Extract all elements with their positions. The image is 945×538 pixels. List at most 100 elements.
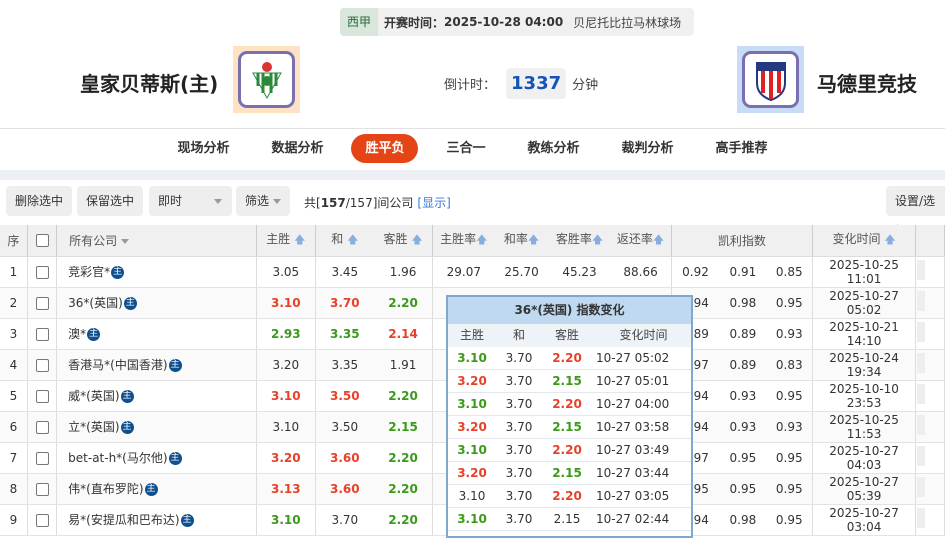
- away-team-logo[interactable]: [737, 46, 804, 113]
- nav-tab[interactable]: 数据分析: [271, 141, 324, 156]
- company-name[interactable]: bet-at-h*(马尔他): [68, 451, 168, 465]
- row-checkbox-cell[interactable]: [27, 256, 58, 288]
- row-checkbox[interactable]: [35, 265, 49, 279]
- row-checkbox-cell[interactable]: [27, 411, 58, 443]
- company-name[interactable]: 36*(英国): [68, 296, 123, 310]
- col-home[interactable]: 主胜 🡅: [256, 225, 316, 257]
- mode-select[interactable]: 即时: [149, 186, 232, 216]
- betis-crest-icon: [251, 61, 282, 99]
- row-checkbox-cell[interactable]: [27, 380, 58, 412]
- row-action-cell[interactable]: [915, 349, 945, 381]
- row-checkbox[interactable]: [35, 513, 49, 527]
- row-action-cell[interactable]: [915, 442, 945, 474]
- company-name[interactable]: 威*(英国): [68, 389, 120, 403]
- row-action-button[interactable]: [917, 322, 926, 342]
- col-draw[interactable]: 和 🡅: [315, 225, 374, 257]
- row-action-button[interactable]: [917, 291, 926, 311]
- league-tag[interactable]: 西甲: [340, 8, 379, 36]
- row-checkbox-cell[interactable]: [27, 318, 58, 350]
- company-name[interactable]: 香港马*(中国香港): [68, 358, 168, 372]
- section-band: [0, 170, 945, 180]
- company-cell[interactable]: 威*(英国) 主: [56, 380, 257, 412]
- row-checkbox[interactable]: [35, 482, 49, 496]
- kelly-cell: 0.95: [719, 442, 767, 474]
- company-cell[interactable]: 伟*(直布罗陀) 主: [56, 473, 257, 505]
- match-info-bar: 西甲 开赛时间： 2025-10-28 04:00 贝尼托比拉马林球场: [340, 8, 694, 36]
- company-cell[interactable]: 澳* 主: [56, 318, 257, 350]
- company-name[interactable]: 立*(英国): [68, 420, 120, 434]
- row-checkbox[interactable]: [35, 296, 49, 310]
- col-draw-rate[interactable]: 和率🡅: [494, 225, 549, 257]
- mode-value: 即时: [158, 194, 183, 208]
- company-name[interactable]: 竞彩官*: [68, 265, 111, 279]
- nav-tab[interactable]: 三合一: [446, 141, 486, 156]
- company-cell[interactable]: 易*(安提瓜和巴布达) 主: [56, 504, 257, 536]
- change-time: 2025-10-21 14:10: [812, 318, 917, 350]
- home-team-name[interactable]: 皇家贝蒂斯(主): [80, 72, 219, 96]
- keep-selected-button[interactable]: 保留选中: [77, 186, 144, 216]
- company-name[interactable]: 易*(安提瓜和巴布达): [68, 513, 180, 527]
- nav-tab[interactable]: 胜平负: [351, 134, 419, 163]
- nav-tab[interactable]: 现场分析: [177, 141, 230, 156]
- col-return-rate[interactable]: 返还率🡅: [610, 225, 672, 257]
- away-team-name[interactable]: 马德里竞技: [817, 72, 917, 96]
- table-header: 序 所有公司 主胜 🡅 和 🡅 客胜 🡅 主胜率🡅 和率🡅 客胜率🡅 返还率🡅 …: [0, 225, 945, 257]
- row-checkbox[interactable]: [35, 358, 49, 372]
- col-away[interactable]: 客胜 🡅: [373, 225, 434, 257]
- select-all-checkbox[interactable]: [35, 234, 49, 248]
- row-checkbox-cell[interactable]: [27, 287, 58, 319]
- row-action-cell[interactable]: [915, 287, 945, 319]
- row-action-button[interactable]: [917, 477, 926, 497]
- filter-button[interactable]: 筛选: [236, 186, 291, 216]
- company-cell[interactable]: 36*(英国) 主: [56, 287, 257, 319]
- row-checkbox-cell[interactable]: [27, 349, 58, 381]
- col-time[interactable]: 变化时间 🡅: [812, 225, 917, 257]
- show-link[interactable]: [显示]: [417, 196, 451, 210]
- row-action-button[interactable]: [917, 446, 926, 466]
- col-away-rate[interactable]: 客胜率🡅: [548, 225, 611, 257]
- row-action-button[interactable]: [917, 384, 926, 404]
- row-action-button[interactable]: [917, 353, 926, 373]
- table-row[interactable]: 8 伟*(直布罗陀) 主 3.13 3.60 2.20 0.95 0.95 0.95 2025-1…: [0, 473, 945, 505]
- row-checkbox[interactable]: [35, 327, 49, 341]
- row-action-cell[interactable]: [915, 473, 945, 505]
- row-checkbox-cell[interactable]: [27, 504, 58, 536]
- kelly-cell: 0.93: [766, 411, 814, 443]
- row-action-button[interactable]: [917, 260, 926, 280]
- col-company[interactable]: 所有公司: [56, 225, 257, 257]
- sort-arrow-icon: 🡅: [652, 233, 665, 247]
- row-action-cell[interactable]: [915, 411, 945, 443]
- row-checkbox[interactable]: [35, 451, 49, 465]
- company-name[interactable]: 澳*: [68, 327, 87, 341]
- row-number: 6: [0, 411, 28, 443]
- nav-tab[interactable]: 高手推荐: [715, 141, 768, 156]
- row-action-cell[interactable]: [915, 504, 945, 536]
- row-action-cell[interactable]: [915, 380, 945, 412]
- main-badge-icon: 主: [180, 514, 194, 527]
- company-cell[interactable]: 竞彩官* 主: [56, 256, 257, 288]
- company-cell[interactable]: 立*(英国) 主: [56, 411, 257, 443]
- company-cell[interactable]: 香港马*(中国香港) 主: [56, 349, 257, 381]
- row-action-button[interactable]: [917, 508, 926, 528]
- delete-selected-button[interactable]: 删除选中: [6, 186, 73, 216]
- company-cell[interactable]: bet-at-h*(马尔他) 主: [56, 442, 257, 474]
- row-checkbox[interactable]: [35, 420, 49, 434]
- table-row[interactable]: 1 竞彩官* 主 3.05 3.45 1.96 29.07 25.70 45.23 88.66 0.…: [0, 256, 945, 288]
- row-checkbox-cell[interactable]: [27, 473, 58, 505]
- chevron-down-icon: [273, 199, 282, 204]
- col-select-all[interactable]: [27, 225, 58, 257]
- sort-arrow-icon: 🡅: [347, 233, 359, 247]
- company-name[interactable]: 伟*(直布罗陀): [68, 482, 144, 496]
- kelly-cell: 0.98: [719, 287, 767, 319]
- col-home-rate[interactable]: 主胜率🡅: [432, 225, 495, 257]
- home-team-logo[interactable]: [233, 46, 300, 113]
- row-checkbox[interactable]: [35, 389, 49, 403]
- nav-tab[interactable]: 教练分析: [527, 141, 580, 156]
- row-action-cell[interactable]: [915, 256, 945, 288]
- row-checkbox-cell[interactable]: [27, 442, 58, 474]
- popup-odds: 3.10: [457, 351, 487, 365]
- row-action-button[interactable]: [917, 415, 926, 435]
- settings-button[interactable]: 设置/选择: [886, 186, 945, 238]
- row-action-cell[interactable]: [915, 318, 945, 350]
- nav-tab[interactable]: 裁判分析: [621, 141, 674, 156]
